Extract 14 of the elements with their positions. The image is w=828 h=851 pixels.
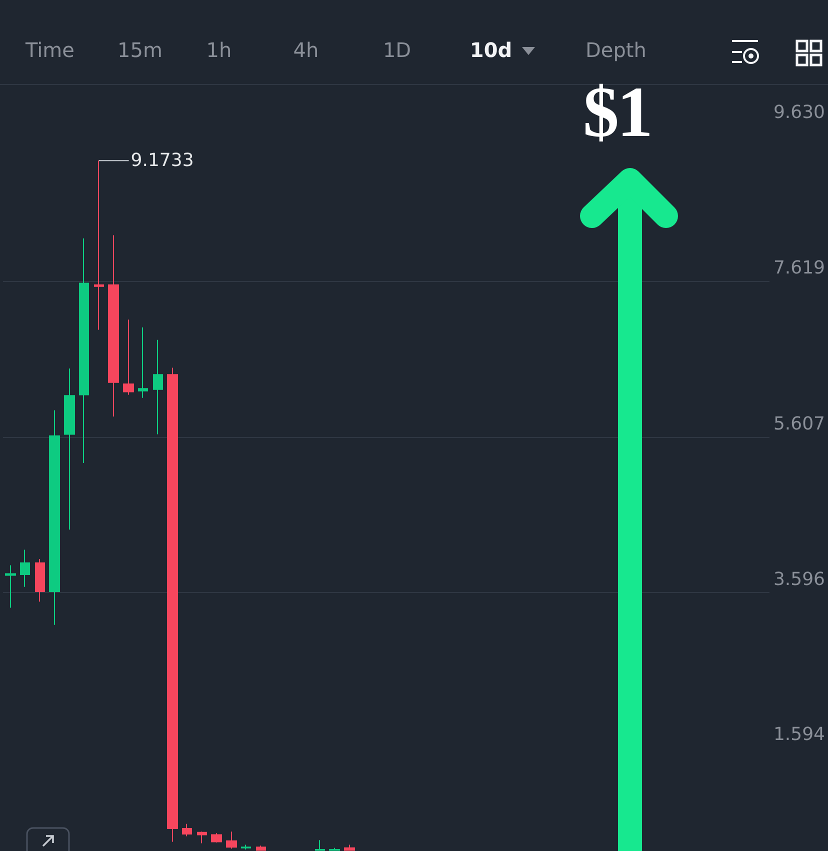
annotation: 9.1733 (130, 150, 194, 172)
text: 1h (205, 38, 233, 62)
text: 1D (382, 38, 412, 62)
text: 15m (116, 38, 164, 62)
y-tick-label: 1.594 (773, 724, 825, 746)
y-tick-label: 9.630 (773, 102, 825, 123)
text: 4h (292, 38, 320, 62)
annotation: $1 (582, 71, 652, 154)
y-tick-label: 7.619 (773, 258, 825, 279)
y-tick-label: 5.607 (773, 413, 825, 434)
y-tick-label: 3.596 (773, 569, 825, 590)
text: 10d (468, 38, 514, 62)
text: Depth (584, 38, 648, 62)
text: Time (24, 38, 76, 62)
